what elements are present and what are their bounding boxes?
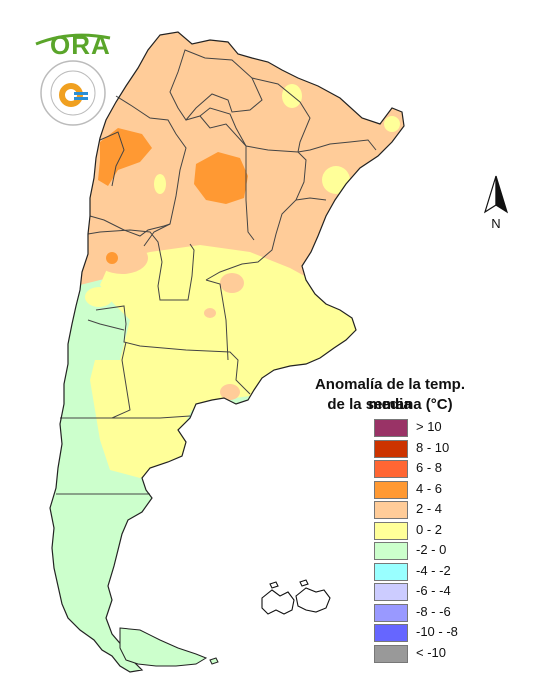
legend-swatch [374, 624, 408, 642]
zone-2-4-west [96, 242, 148, 274]
legend-swatch [374, 419, 408, 437]
legend-swatch [374, 644, 408, 663]
zone-2-4-south [220, 384, 240, 400]
legend-swatch [374, 542, 408, 560]
ora-swoosh-icon [35, 33, 111, 46]
legend-swatch [374, 501, 408, 519]
zone-4-6-northwest [98, 128, 152, 186]
legend-item: -4 - -2 [374, 562, 494, 583]
legend-swatch [374, 603, 408, 622]
legend-item: < -10 [374, 644, 494, 665]
legend-swatch [374, 521, 408, 540]
province-borders [56, 49, 377, 495]
legend-swatch [374, 562, 408, 581]
legend-label: -6 - -4 [416, 583, 451, 598]
legend-swatch [374, 583, 408, 601]
legend-label: 0 - 2 [416, 521, 443, 537]
zone-4-6-dot [106, 252, 118, 264]
zone-0-2-northeast [322, 166, 350, 194]
legend-item: -8 - -6 [374, 603, 494, 624]
legend-label: < -10 [416, 644, 446, 660]
legend-label: 8 - 10 [416, 439, 450, 455]
tierra-del-fuego [119, 627, 208, 667]
zone-0-2 [90, 245, 360, 478]
legend-item: 8 - 10 [374, 439, 494, 460]
legend-item: 6 - 8 [374, 459, 494, 480]
legend-label: > 10 [416, 419, 442, 434]
zone-0-2-patch [154, 174, 166, 194]
legend-label: -4 - -2 [416, 562, 451, 578]
malvinas-islands [261, 579, 331, 615]
legend-item: -10 - -8 [374, 623, 494, 644]
legend-swatch [374, 439, 408, 458]
legend-item: -6 - -4 [374, 582, 494, 603]
legend-item: 2 - 4 [374, 500, 494, 521]
zone-2-4-east [220, 273, 244, 293]
north-label: N [491, 216, 500, 231]
legend-label: -10 - -8 [416, 624, 458, 639]
legend-label: -2 - 0 [416, 542, 447, 557]
smn-logo-icon [40, 60, 106, 126]
ora-logo-text: ORA [50, 30, 111, 60]
legend-item: 4 - 6 [374, 480, 494, 501]
legend-title-line1: Anomalía de la temp. media [314, 376, 466, 413]
legend-item: > 10 [374, 418, 494, 439]
legend-swatch [374, 480, 408, 499]
legend-item: -2 - 0 [374, 541, 494, 562]
legend-label: 2 - 4 [416, 501, 443, 516]
legend-label: 6 - 8 [416, 460, 443, 475]
zone-0-2-misiones [384, 116, 400, 132]
zone-0-2-small [85, 287, 113, 307]
legend-label: -8 - -6 [416, 603, 451, 619]
isla-de-los-estados [209, 657, 219, 665]
legend-title-line2: de la semana (°C) [327, 396, 453, 413]
legend-label: 4 - 6 [416, 480, 443, 496]
legend-swatch [374, 460, 408, 478]
north-arrow-icon [483, 175, 509, 214]
zone-4-6-central [194, 152, 248, 204]
legend-item: 0 - 2 [374, 521, 494, 542]
zone-2-4-dot [204, 308, 216, 318]
